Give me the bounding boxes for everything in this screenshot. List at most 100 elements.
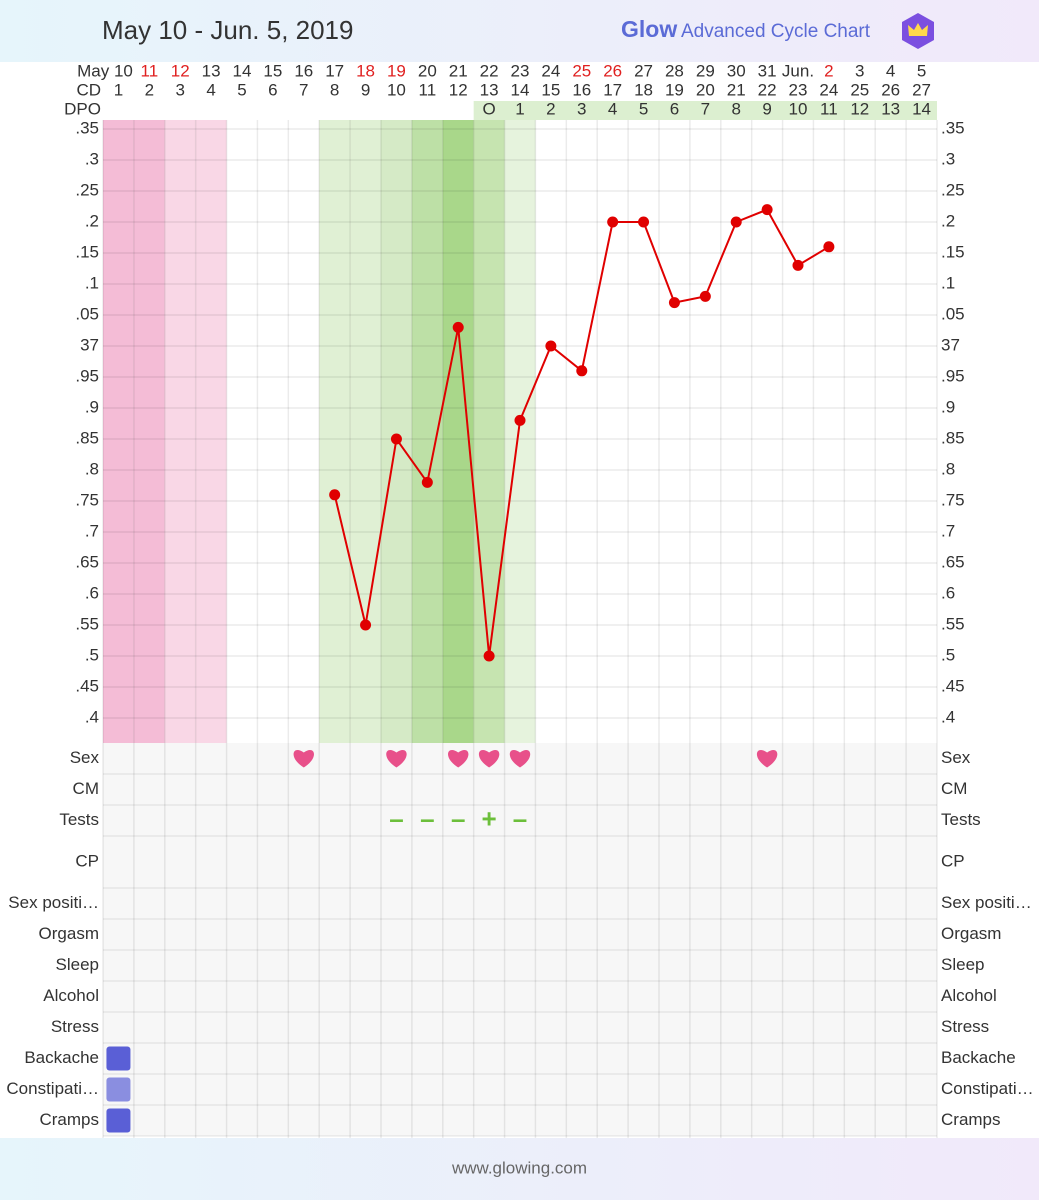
test-result: –: [389, 803, 403, 833]
date-label: 5: [917, 61, 926, 80]
y-tick-label: .95: [75, 366, 99, 385]
logo-text: Advanced Cycle Chart: [681, 21, 871, 42]
cd-label: 8: [330, 80, 339, 99]
date-label: 15: [263, 61, 282, 80]
column-shade: [164, 120, 196, 743]
temp-point: [638, 216, 650, 228]
footer-text: www.glowing.com: [451, 1158, 587, 1177]
y-tick-label-right: .25: [941, 180, 965, 199]
y-tick-label: .4: [85, 707, 99, 726]
test-result: –: [420, 803, 434, 833]
cd-label: 20: [696, 80, 715, 99]
y-tick-label-right: .9: [941, 397, 955, 416]
date-label: 25: [572, 61, 591, 80]
cd-label: 7: [299, 80, 308, 99]
y-tick-label-right: .2: [941, 211, 955, 230]
y-tick-label-right: .5: [941, 645, 955, 664]
column-shade: [473, 120, 505, 743]
date-label: Jun.: [782, 61, 814, 80]
temp-point: [390, 433, 402, 445]
date-label: 2: [824, 61, 833, 80]
heart-icon: [293, 750, 314, 768]
date-label: 26: [603, 61, 622, 80]
temp-point: [452, 321, 464, 333]
y-tick-label: .7: [85, 521, 99, 540]
y-tick-label: .75: [75, 490, 99, 509]
test-result: –: [513, 803, 527, 833]
cd-label: 10: [387, 80, 406, 99]
log-label-right: Stress: [941, 1017, 989, 1036]
temp-point: [699, 290, 711, 302]
y-tick-label-right: 37: [941, 335, 960, 354]
cd-label: 17: [603, 80, 622, 99]
heart-icon: [509, 750, 531, 768]
date-label: 28: [665, 61, 684, 80]
y-tick-label: .05: [75, 304, 99, 323]
test-result: +: [482, 803, 497, 833]
dpo-label: 9: [762, 99, 771, 118]
dpo-bg: [473, 101, 937, 120]
test-result: –: [451, 803, 465, 833]
title: May 10 - Jun. 5, 2019: [102, 15, 353, 45]
dpo-header: DPO: [64, 99, 101, 118]
y-tick-label-right: .15: [941, 242, 965, 261]
cd-label: 22: [758, 80, 777, 99]
y-tick-label-right: .95: [941, 366, 965, 385]
log-label-right: Constipati…: [941, 1079, 1034, 1098]
dpo-label: 5: [639, 99, 648, 118]
log-label-right: Alcohol: [941, 986, 997, 1005]
y-tick-label-right: .65: [941, 552, 965, 571]
y-tick-label-right: .05: [941, 304, 965, 323]
footer-bg: [0, 1138, 1039, 1200]
temp-point: [607, 216, 619, 228]
date-label: 30: [727, 61, 746, 80]
column-shade: [195, 120, 227, 743]
y-tick-label-right: .1: [941, 273, 955, 292]
y-tick-label: .1: [85, 273, 99, 292]
date-label: 12: [171, 61, 190, 80]
log-label-right: Orgasm: [941, 924, 1001, 943]
y-tick-label: .15: [75, 242, 99, 261]
date-label: 27: [634, 61, 653, 80]
date-label: 19: [387, 61, 406, 80]
header-bg: [0, 0, 1039, 62]
cd-label: 24: [819, 80, 838, 99]
y-tick-label-right: .4: [941, 707, 955, 726]
log-label-right: Cramps: [941, 1110, 1001, 1129]
y-tick-label-right: .6: [941, 583, 955, 602]
y-tick-label-right: .8: [941, 459, 955, 478]
temp-point: [761, 204, 773, 216]
y-tick-label: .2: [85, 211, 99, 230]
date-label: 13: [202, 61, 221, 80]
date-label: 20: [418, 61, 437, 80]
cd-label: 6: [268, 80, 277, 99]
log-label-right: CP: [941, 851, 965, 870]
y-tick-label: .3: [85, 149, 99, 168]
log-label: Alcohol: [43, 986, 99, 1005]
log-label: CP: [75, 851, 99, 870]
symptom-swatch: [106, 1077, 131, 1102]
y-tick-label: .45: [75, 676, 99, 695]
log-label: Sex: [70, 748, 100, 767]
cd-label: 4: [206, 80, 215, 99]
dpo-label: 10: [789, 99, 808, 118]
dpo-label: 3: [577, 99, 586, 118]
log-label: Constipati…: [6, 1079, 99, 1098]
heart-icon: [448, 750, 469, 768]
log-row-bg: [103, 950, 937, 981]
cd-label: 21: [727, 80, 746, 99]
log-label: Tests: [59, 810, 99, 829]
log-row-bg: [103, 888, 937, 919]
column-shade: [319, 120, 351, 743]
temp-point: [421, 476, 433, 488]
log-label: Backache: [24, 1048, 99, 1067]
dpo-label: 14: [912, 99, 931, 118]
date-label: 11: [141, 61, 159, 80]
log-row-bg: [103, 1043, 937, 1074]
date-label: 14: [233, 61, 252, 80]
date-label: 23: [511, 61, 530, 80]
temp-point: [360, 619, 372, 631]
heart-icon: [478, 750, 500, 768]
log-label-right: Sex: [941, 748, 971, 767]
